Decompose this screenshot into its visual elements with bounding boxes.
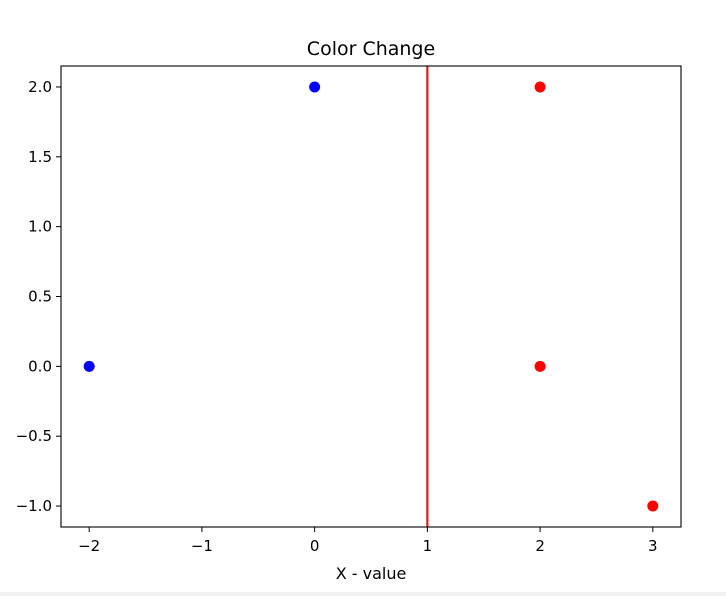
y-tick-label-3: 0.5	[28, 288, 52, 306]
data-point-0	[83, 360, 95, 372]
y-tick-label-1: −0.5	[16, 427, 52, 445]
y-tick-label-2: 0.0	[28, 357, 52, 375]
plot-area	[60, 65, 682, 528]
data-points	[83, 81, 659, 512]
data-point-4	[647, 500, 659, 512]
x-tick-label-5: 3	[648, 537, 658, 555]
y-tick-label-6: 2.0	[28, 78, 52, 96]
chart-title: Color Change	[307, 38, 435, 60]
x-tick-label-3: 1	[423, 537, 433, 555]
y-tick-label-5: 1.5	[28, 148, 52, 166]
y-tick-label-0: −1.0	[16, 497, 52, 515]
x-axis-ticks: −2 −1 0 1 2 3	[78, 527, 658, 555]
x-tick-label-4: 2	[535, 537, 545, 555]
x-tick-label-0: −2	[78, 537, 100, 555]
data-point-1	[309, 81, 321, 93]
x-tick-label-1: −1	[191, 537, 213, 555]
data-point-2	[534, 81, 546, 93]
bottom-strip	[0, 592, 726, 596]
x-tick-label-2: 0	[310, 537, 320, 555]
plot-frame	[60, 65, 682, 528]
data-point-3	[534, 360, 546, 372]
y-axis-ticks: −1.0 −0.5 0.0 0.5 1.0 1.5 2.0	[16, 78, 61, 515]
y-tick-label-4: 1.0	[28, 218, 52, 236]
x-axis-label: X - value	[336, 564, 407, 583]
